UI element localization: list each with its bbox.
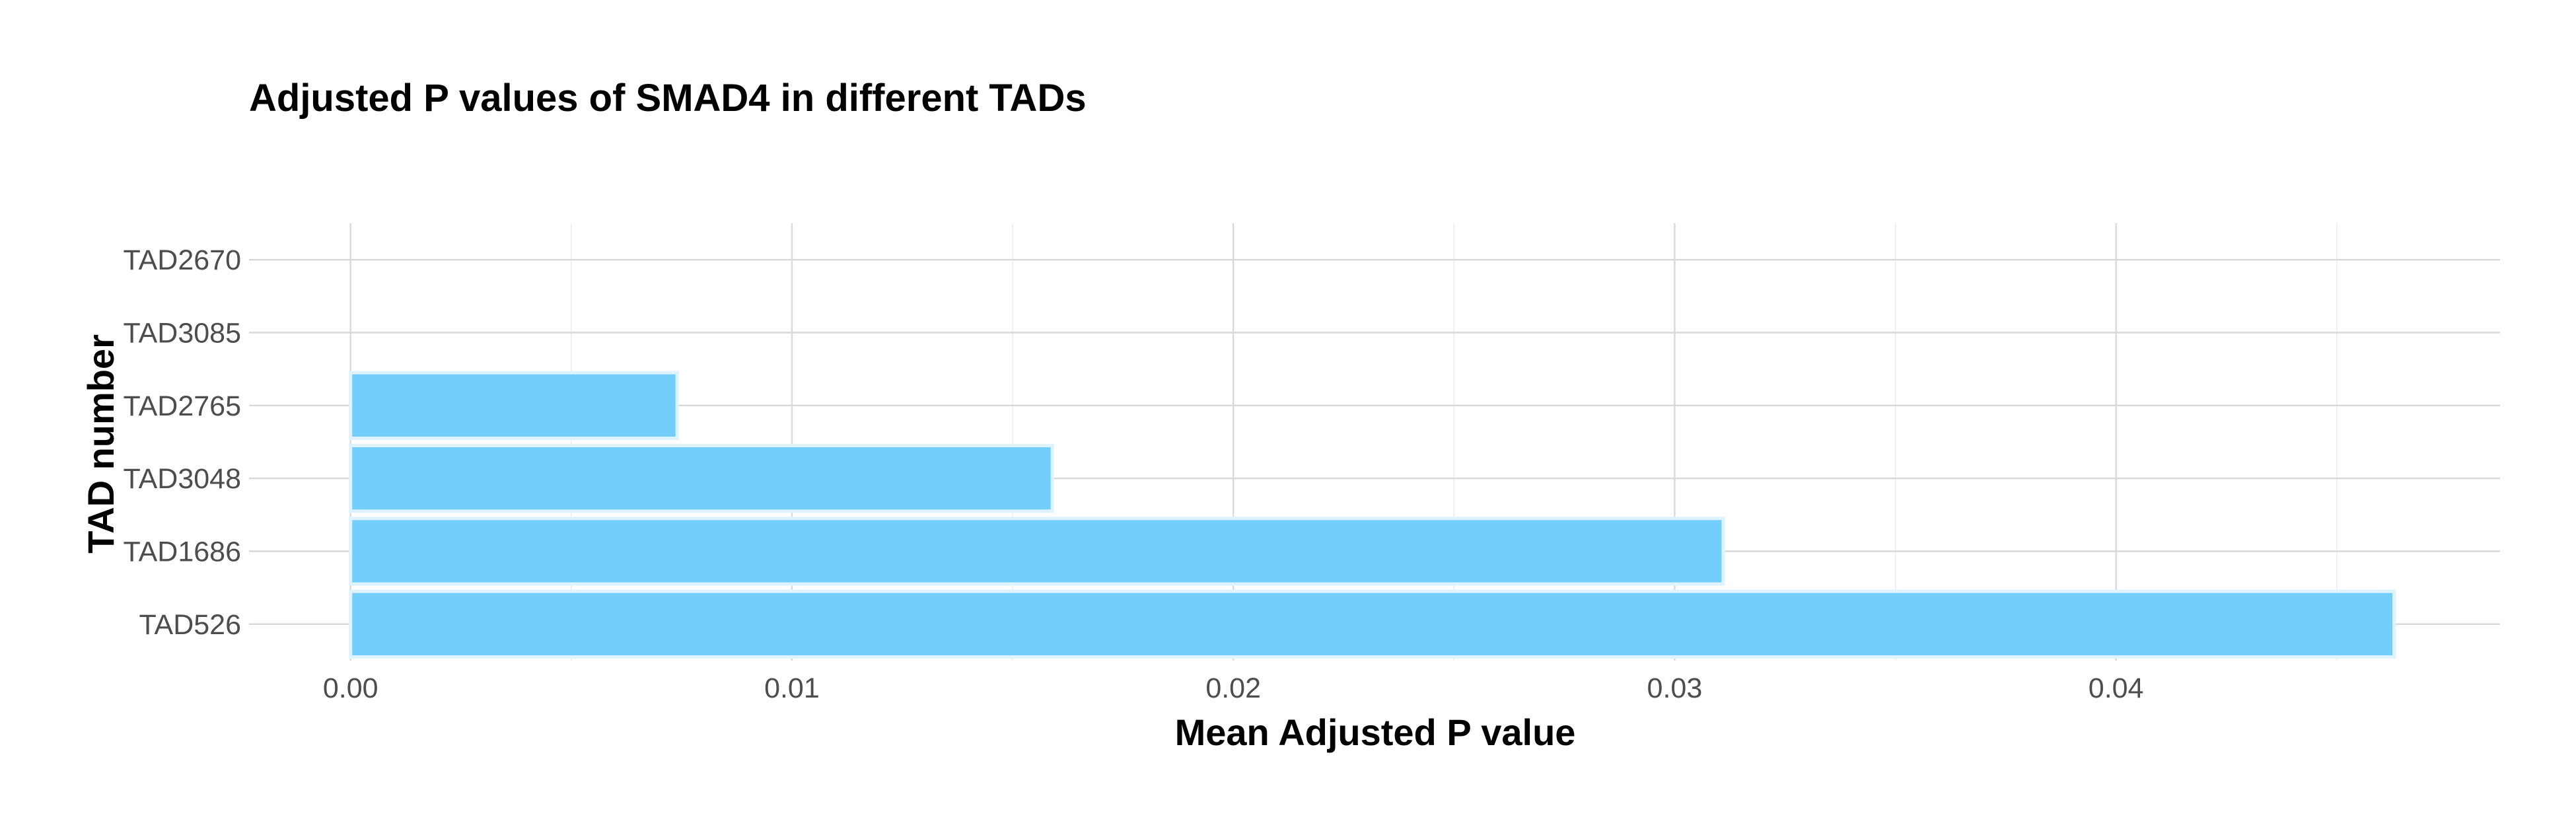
x-axis-title: Mean Adjusted P value — [1175, 711, 1576, 753]
x-tick-label: 0.03 — [1647, 672, 1703, 704]
bar-tad2765 — [349, 371, 679, 440]
y-axis-title: TAD number — [80, 334, 122, 554]
x-tick-label: 0.01 — [764, 672, 820, 704]
bar-tad3048 — [349, 444, 1054, 513]
y-tick-label: TAD526 — [139, 609, 241, 641]
bar-tad1686 — [349, 517, 1725, 586]
chart-title: Adjusted P values of SMAD4 in different … — [249, 77, 1087, 120]
y-tick-label: TAD1686 — [124, 536, 241, 568]
y-tick-label: TAD3085 — [124, 318, 241, 349]
minor-gridlines — [571, 223, 2338, 661]
bar-tad526 — [349, 589, 2396, 659]
y-tick-labels: TAD526 TAD1686 TAD3048 TAD2765 TAD3085 TAD267… — [124, 244, 241, 641]
y-tick-label: TAD2765 — [124, 390, 241, 422]
y-tick-label: TAD3048 — [124, 463, 241, 495]
x-tick-labels: 0.00 0.01 0.02 0.03 0.04 — [323, 672, 2144, 704]
x-tick-label: 0.00 — [323, 672, 378, 704]
x-tick-label: 0.04 — [2089, 672, 2144, 704]
x-tick-label: 0.02 — [1205, 672, 1261, 704]
y-tick-label: TAD2670 — [124, 244, 241, 276]
bars — [349, 371, 2396, 659]
